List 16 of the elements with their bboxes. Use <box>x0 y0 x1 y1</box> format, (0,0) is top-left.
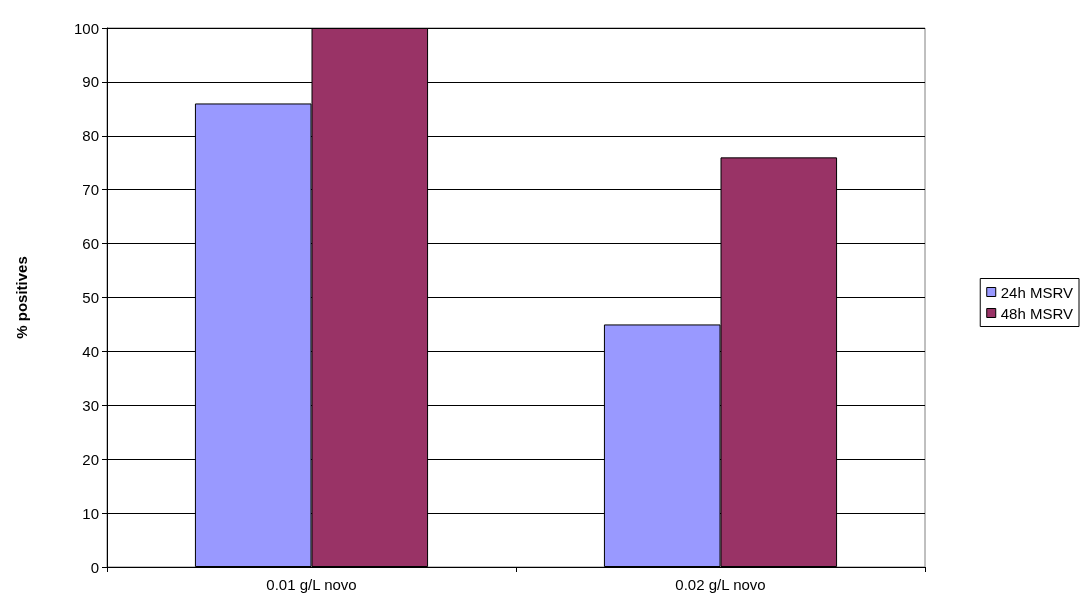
x-tick-label: 0.02 g/L novo <box>675 576 766 593</box>
y-tick-label: 100 <box>73 19 99 37</box>
y-tick-label: 70 <box>82 181 99 199</box>
y-tick-label: 60 <box>82 235 99 253</box>
y-tick-label: 40 <box>82 342 99 360</box>
y-tick-label: 90 <box>82 73 99 91</box>
y-tick-label: 30 <box>82 396 99 414</box>
y-tick-label: 50 <box>82 289 99 306</box>
legend-label: 48h MSRV <box>1000 304 1073 322</box>
y-tick-label: 20 <box>82 450 99 468</box>
y-tick-label: 0 <box>90 558 99 576</box>
legend-label: 24h MSRV <box>1000 283 1073 301</box>
y-tick-label: 10 <box>82 504 99 522</box>
y-tick-label: 80 <box>82 127 99 145</box>
y-axis-title: % positives <box>13 256 30 339</box>
x-tick-label: 0.01 g/L novo <box>266 576 357 593</box>
